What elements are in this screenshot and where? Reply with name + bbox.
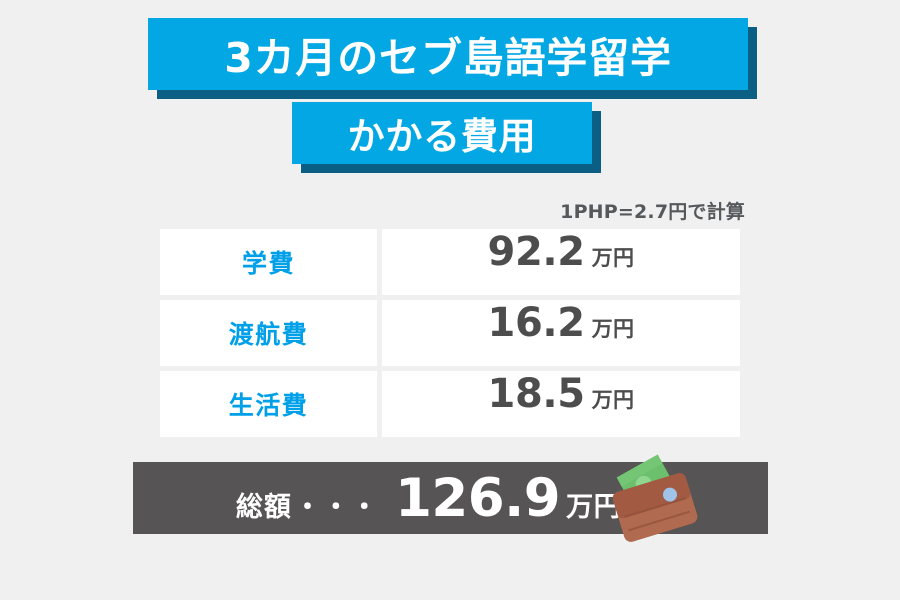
cost-label-cell: 生活費 xyxy=(160,371,377,437)
cost-label: 渡航費 xyxy=(228,320,309,349)
total-bar: 総額 ・・・ 126.9 万円 xyxy=(133,462,768,534)
title-banner-primary: 3カ月のセブ島語学留学 xyxy=(148,18,748,90)
page-title-line-2: かかる費用 xyxy=(347,115,537,158)
page-title-line-1: 3カ月のセブ島語学留学 xyxy=(224,34,672,82)
cost-unit: 万円 xyxy=(591,246,635,270)
cost-amount: 18.5 xyxy=(487,371,585,417)
total-unit: 万円 xyxy=(566,491,622,523)
total-content: 総額 ・・・ 126.9 万円 xyxy=(236,468,621,529)
cost-value-cell: 92.2 万円 xyxy=(382,229,740,295)
total-label: 総額 xyxy=(235,491,292,523)
cost-label: 生活費 xyxy=(228,391,309,420)
cost-amount: 92.2 xyxy=(487,229,585,275)
exchange-rate-note: 1PHP=2.7円で計算 xyxy=(560,201,745,223)
cost-table: 学費 92.2 万円 渡航費 16.2 万円 生活費 18.5 万円 xyxy=(160,229,740,442)
table-row: 渡航費 16.2 万円 xyxy=(160,300,740,366)
table-row: 生活費 18.5 万円 xyxy=(160,371,740,437)
cost-unit: 万円 xyxy=(591,388,635,412)
total-dots: ・・・ xyxy=(294,491,380,523)
table-row: 学費 92.2 万円 xyxy=(160,229,740,295)
cost-unit: 万円 xyxy=(591,317,635,341)
cost-amount: 16.2 xyxy=(487,300,585,346)
title-banner-secondary: かかる費用 xyxy=(292,102,592,164)
cost-label-cell: 渡航費 xyxy=(160,300,377,366)
cost-value-cell: 18.5 万円 xyxy=(382,371,740,437)
cost-value-cell: 16.2 万円 xyxy=(382,300,740,366)
cost-label-cell: 学費 xyxy=(160,229,377,295)
total-amount: 126.9 xyxy=(395,467,561,529)
cost-label: 学費 xyxy=(241,249,295,278)
